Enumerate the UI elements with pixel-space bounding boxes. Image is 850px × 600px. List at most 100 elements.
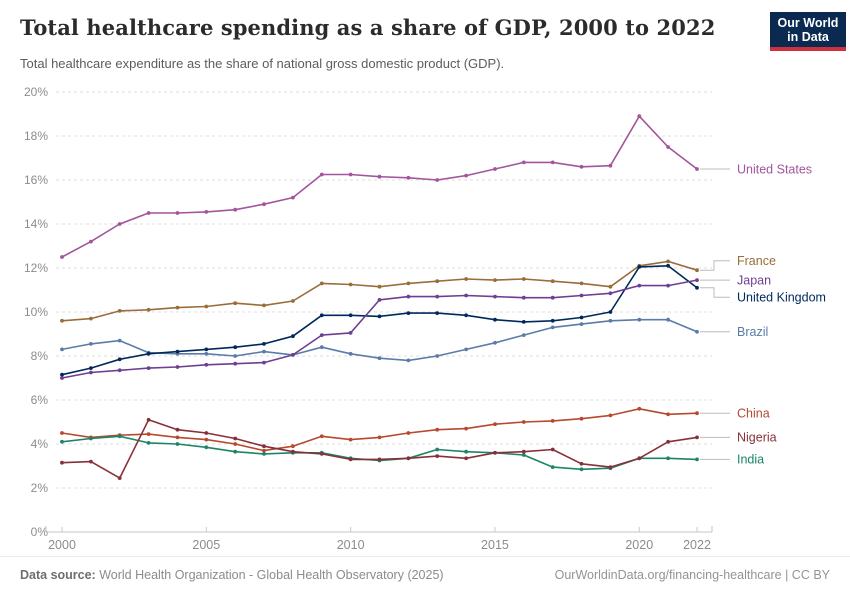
data-point [319, 313, 324, 318]
y-tick-label: 14% [24, 217, 48, 231]
series-label-united-states[interactable]: United States [737, 162, 812, 176]
y-tick-label: 12% [24, 261, 48, 275]
data-point [521, 333, 526, 337]
series-label-france[interactable]: France [737, 254, 776, 268]
data-point [117, 368, 122, 373]
x-tick-label: 2022 [683, 538, 711, 552]
data-point [89, 459, 93, 464]
data-point [406, 456, 411, 461]
data-point [262, 360, 266, 365]
data-point [608, 310, 613, 314]
data-point [175, 365, 180, 369]
series-line-nigeria[interactable] [61, 418, 698, 479]
data-point [60, 318, 64, 323]
data-point [637, 406, 642, 411]
data-point [579, 315, 584, 320]
series-label-united-kingdom[interactable]: United Kingdom [737, 291, 826, 305]
data-point [348, 457, 353, 462]
data-point [579, 322, 584, 326]
data-point [233, 345, 238, 350]
data-point [666, 456, 670, 461]
data-point [348, 351, 353, 356]
data-point [406, 431, 411, 435]
series-line-japan[interactable] [61, 279, 698, 379]
owid-logo-line1: Our World [777, 15, 839, 30]
series-label-china[interactable]: China [737, 407, 770, 421]
data-point [493, 317, 497, 322]
data-point [666, 412, 670, 417]
data-point [550, 318, 555, 323]
owid-link[interactable]: OurWorldinData.org/financing-healthcare … [554, 568, 830, 582]
data-point [435, 447, 440, 452]
data-point [608, 465, 613, 469]
data-point [204, 347, 209, 352]
data-point [637, 265, 642, 269]
x-tick-label: 2015 [481, 538, 509, 552]
data-point [377, 284, 382, 289]
data-point [291, 449, 295, 454]
x-tick-label: 2000 [48, 538, 76, 552]
data-point [233, 449, 238, 454]
data-point [464, 426, 468, 431]
data-point [377, 356, 382, 361]
data-point [146, 351, 151, 356]
data-point [175, 435, 180, 440]
owid-logo-text: Our World in Data [770, 12, 846, 47]
data-point [493, 167, 497, 171]
data-point [175, 427, 180, 432]
data-point [521, 277, 526, 281]
data-point [377, 298, 382, 302]
data-point [608, 163, 613, 168]
data-point [262, 349, 266, 354]
series-label-brazil[interactable]: Brazil [737, 325, 768, 339]
data-point [204, 431, 209, 435]
data-point [233, 361, 238, 366]
data-point [146, 211, 151, 215]
data-point [695, 167, 699, 171]
data-point [262, 452, 266, 456]
data-point [319, 345, 324, 350]
data-point [319, 434, 324, 439]
series-line-china[interactable] [61, 407, 698, 452]
data-point [435, 427, 440, 432]
data-point [435, 354, 440, 358]
data-point [348, 437, 353, 442]
series-label-nigeria[interactable]: Nigeria [737, 431, 777, 445]
data-point [550, 465, 555, 469]
data-point [435, 279, 440, 284]
x-tick-label: 2005 [192, 538, 220, 552]
data-point [493, 422, 497, 427]
data-point [117, 309, 122, 313]
data-point [146, 307, 151, 312]
data-point [117, 338, 122, 343]
data-point [608, 284, 613, 289]
owid-logo[interactable]: Our World in Data [770, 12, 846, 51]
data-point [175, 305, 180, 310]
series-line-united-states[interactable] [61, 115, 698, 258]
page-title: Total healthcare spending as a share of … [20, 15, 716, 40]
data-point [637, 317, 642, 322]
series-label-india[interactable]: India [737, 453, 764, 467]
data-source-label: Data source: [20, 568, 96, 582]
series-label-japan[interactable]: Japan [737, 273, 771, 287]
label-connector [700, 260, 730, 271]
series-line-france[interactable] [61, 260, 698, 322]
data-point [262, 303, 266, 308]
data-point [666, 263, 670, 268]
data-point [637, 114, 642, 119]
data-point [464, 347, 468, 352]
data-point [348, 331, 353, 335]
data-point [464, 456, 468, 461]
data-point [233, 301, 238, 306]
data-point [406, 311, 411, 315]
data-point [60, 460, 64, 465]
data-point [175, 211, 180, 215]
data-point [204, 304, 209, 309]
data-point [319, 172, 324, 177]
data-point [89, 436, 93, 441]
series-line-india[interactable] [61, 435, 698, 471]
series-line-brazil[interactable] [61, 318, 698, 362]
data-point [89, 370, 93, 375]
data-point [464, 293, 468, 298]
data-point [204, 445, 209, 450]
